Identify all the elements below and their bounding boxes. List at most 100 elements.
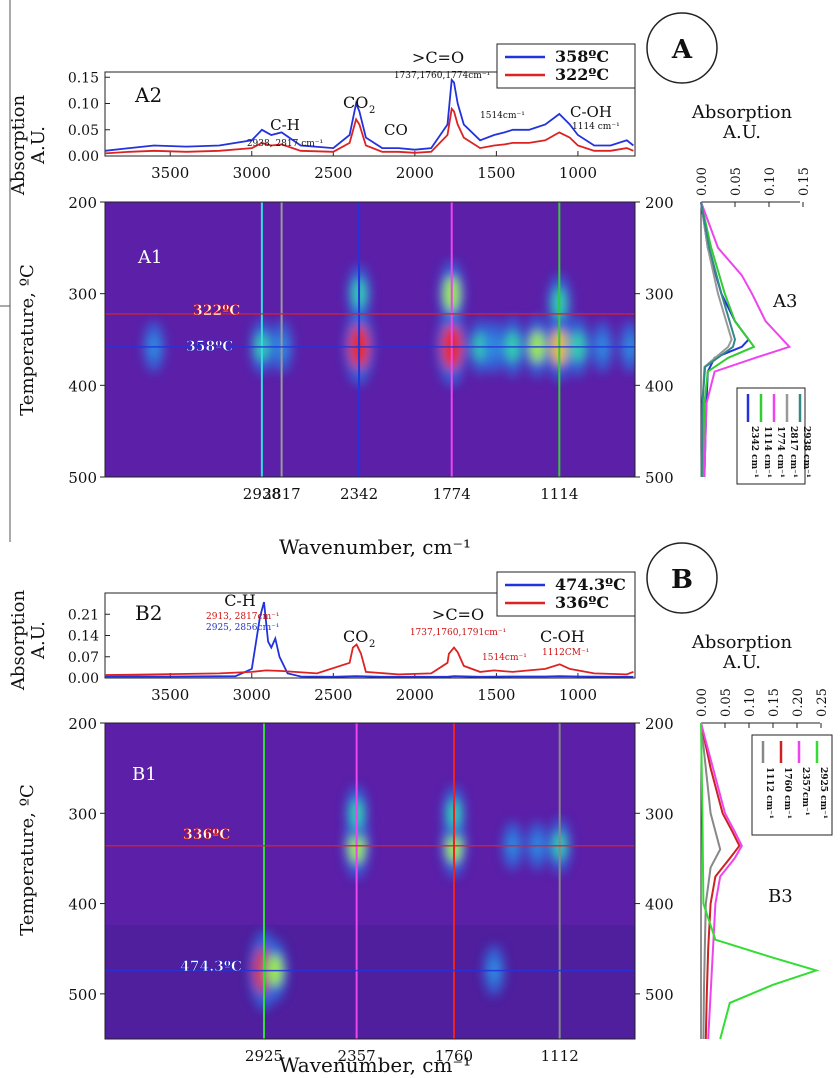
series-line <box>104 77 634 152</box>
heatmap-a1-yticks-right: 200 300 400 500 <box>635 194 674 487</box>
profile-b3-legend <box>751 734 833 836</box>
legend-label: 1760 cm⁻¹ <box>782 767 792 819</box>
ytick-label: 300 <box>645 805 674 823</box>
annot-a-ch: C-H <box>270 116 300 134</box>
heatmap-a1-frame <box>104 201 636 478</box>
wavenumber-tick-label: 2817 <box>263 485 301 503</box>
heatmap-b1-markers <box>105 845 635 972</box>
annot-b-carbonyl-sub: 1737,1760,1791cm⁻¹ <box>410 628 506 638</box>
ytick-label: 0.15 <box>68 70 99 86</box>
xtick-label: 2000 <box>396 164 434 182</box>
heatmap-a1-yticks-left: 200 300 400 500 <box>68 194 105 487</box>
spectrum-a2-label: A2 <box>134 83 162 107</box>
annot-a-co: CO <box>384 121 408 139</box>
ytick-label: 500 <box>645 986 674 1004</box>
spectrum-b2-ylabel-1: Absorption <box>8 590 29 692</box>
legend-label: 2817 cm⁻¹ <box>788 426 798 478</box>
ytick-label: 400 <box>645 377 674 395</box>
marker-a1-322: 322ºC <box>193 303 240 319</box>
heatmap-a1-label: A1 <box>137 247 162 268</box>
series-line <box>105 601 634 678</box>
heatmap-b1-yticks-right: 200 300 400 500 <box>635 715 674 1004</box>
marker-b1-336: 336ºC <box>183 827 230 843</box>
ytick-label: 500 <box>68 986 97 1004</box>
spectrum-a2: A2 Absorption A.U. 0.00 0.05 0.10 0.15 3500… <box>8 43 636 197</box>
heatmap-a1-vlines <box>260 202 561 477</box>
legend-label: 1112 cm⁻¹ <box>764 767 774 819</box>
annot-b-ch-blue: 2925, 2856cm⁻¹ <box>206 623 279 633</box>
ytick-label: 300 <box>645 286 674 304</box>
xtick-label: 0.25 <box>815 688 830 717</box>
spectrum-a2-ylabel-1: Absorption <box>8 95 29 197</box>
panel-a-circle <box>646 12 718 84</box>
spectrum-b2-label: B2 <box>135 601 162 625</box>
spectrum-a2-xticks: 3500 3000 2500 2000 1500 1000 <box>151 151 597 182</box>
legend-b2-label-1: 474.3ºC <box>555 575 626 594</box>
legend-label: 1114 cm⁻¹ <box>762 426 772 478</box>
legend-b2-label-2: 336ºC <box>555 593 609 612</box>
wavenumber-tick-label: 2938 <box>243 485 281 503</box>
xtick-label: 3500 <box>151 164 189 182</box>
ytick-label: 200 <box>645 715 674 733</box>
profile-b3-lines <box>700 722 820 1040</box>
spectrum-b2: B2 Absorption A.U. 0.00 0.07 0.14 0.21 3500… <box>8 571 636 704</box>
xtick-label: 3000 <box>233 164 271 182</box>
annot-a-coh: C-OH <box>570 103 612 121</box>
wavenumber-tick-label: 1760 <box>435 1047 473 1065</box>
xtick-label: 0.00 <box>695 167 710 196</box>
profile-a3: Absorption A.U. 0.00 0.05 0.10 0.15 A3 2342… <box>691 102 812 485</box>
xtick-label: 0.20 <box>791 688 806 717</box>
annot-a-co2: CO <box>343 93 368 112</box>
heatmap-b1-xticklabels: 2925 2357 1760 1112 <box>245 1047 579 1065</box>
ytick-label: 0.07 <box>68 650 99 666</box>
spectrum-b2-lines <box>104 601 634 678</box>
panel-a: A A2 Absorption A.U. 0.00 0.05 0.10 0.15 35… <box>8 12 812 559</box>
profile-b3-title-1: Absorption <box>691 632 793 653</box>
annot-a-carbonyl-sub: 1737,1760,1774cm⁻¹ <box>394 71 490 81</box>
spectrum-b2-legend <box>496 571 636 617</box>
heatmap-b1-frame <box>104 722 636 1040</box>
profile-line <box>700 722 743 1040</box>
profile-line <box>700 201 792 478</box>
annot-a-co2-sub: 2 <box>369 105 375 116</box>
ytick-label: 0.05 <box>68 123 99 139</box>
ytick-label: 300 <box>68 805 97 823</box>
profile-a3-label: A3 <box>772 291 797 312</box>
legend-label: 2938 cm⁻¹ <box>801 426 811 478</box>
heatmap-b1-ylabel: Temperature, ºC <box>17 784 38 936</box>
heatmap-b1-label: B1 <box>132 764 157 785</box>
wavenumber-tick-label: 2925 <box>245 1047 283 1065</box>
ytick-label: 200 <box>645 194 674 212</box>
legend-a2-label-2: 322ºC <box>555 65 609 84</box>
xtick-label: 3500 <box>151 686 189 704</box>
profile-a3-xticks: 0.00 0.05 0.10 0.15 <box>695 167 812 207</box>
heatmap-b1-vlines <box>263 723 561 1039</box>
profile-line <box>700 201 737 478</box>
wavenumber-tick-label: 1114 <box>540 485 578 503</box>
ytick-label: 0.00 <box>68 149 99 165</box>
annot-b-1514: 1514cm⁻¹ <box>482 653 527 663</box>
ytick-label: 0.00 <box>68 671 99 687</box>
xtick-label: 1000 <box>559 686 597 704</box>
wavenumber-tick-label: 2342 <box>340 485 378 503</box>
ytick-label: 200 <box>68 194 97 212</box>
annot-b-ch-red: 2913, 2817cm⁻¹ <box>206 612 279 622</box>
spectrum-a2-yticks: 0.00 0.05 0.10 0.15 <box>68 70 110 165</box>
profile-b3: Absorption A.U. 0.00 0.05 0.10 0.15 0.20 0.25… <box>691 632 833 1040</box>
panel-b-letter: B <box>671 565 693 595</box>
profile-b3-label: B3 <box>768 886 793 907</box>
ytick-label: 300 <box>68 286 97 304</box>
profile-b3-legend-items: 1112 cm⁻¹ 1760 cm⁻¹ 2357cm⁻¹ 2925 cm⁻¹ <box>761 741 828 819</box>
annot-b-co2-sub: 2 <box>369 639 375 650</box>
profile-a3-title-2: A.U. <box>722 122 761 143</box>
series-line <box>104 106 634 155</box>
legend-a2-label-1: 358ºC <box>555 47 609 66</box>
spectrum-b2-xticks: 3500 3000 2500 2000 1500 1000 <box>151 673 597 704</box>
marker-b1-474: 474.3ºC <box>180 959 242 975</box>
series-line <box>104 643 634 676</box>
ytick-label: 400 <box>645 896 674 914</box>
profile-b3-xticks: 0.00 0.05 0.10 0.15 0.20 0.25 <box>695 688 830 728</box>
heatmap-b1-yticks-left: 200 300 400 500 <box>68 715 105 1004</box>
xtick-label: 0.15 <box>797 167 812 196</box>
